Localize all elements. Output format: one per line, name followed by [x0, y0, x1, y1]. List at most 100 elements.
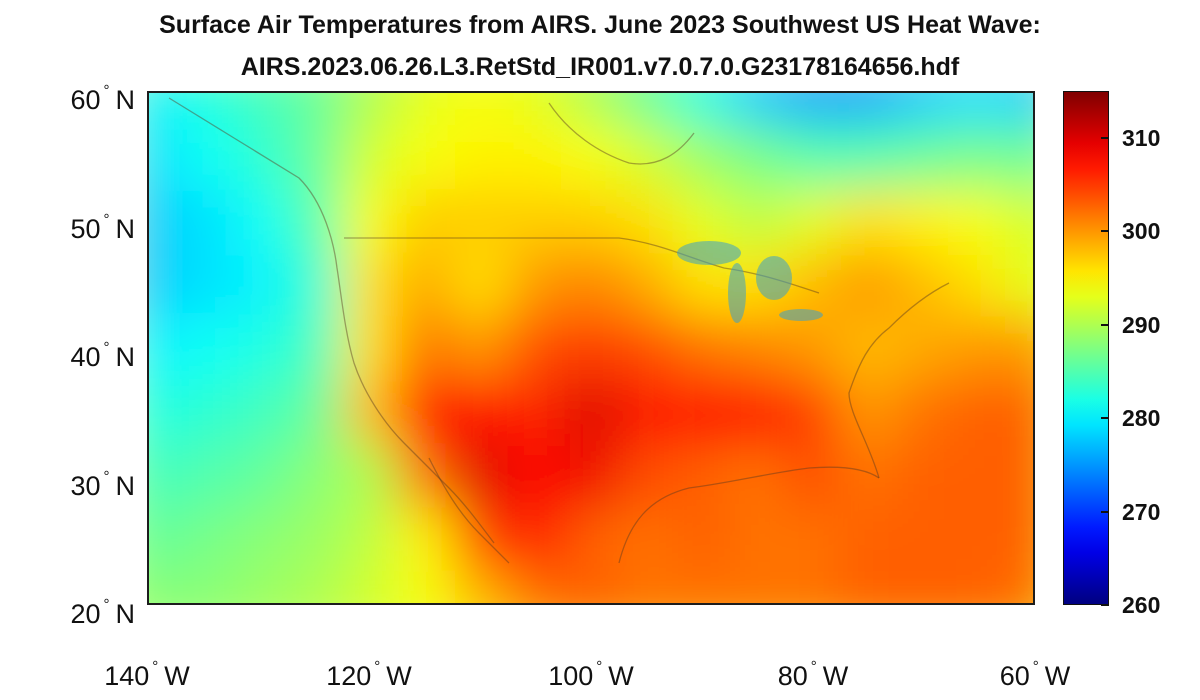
- heatmap-cell: [618, 252, 674, 317]
- colorbar-tick-mark: [1101, 510, 1109, 513]
- heatmap-cell: [1005, 443, 1033, 508]
- heatmap-cell: [508, 316, 564, 380]
- lake-michigan: [728, 263, 746, 323]
- heatmap-cell: [673, 571, 730, 603]
- map-plot-area: [147, 91, 1035, 605]
- heatmap-cell: [1005, 316, 1033, 380]
- heatmap-cell: [342, 93, 398, 125]
- heatmap-cell: [950, 443, 1006, 508]
- heatmap-cell: [287, 379, 343, 444]
- heatmap-cell: [452, 379, 509, 444]
- heatmap-cell: [231, 124, 288, 189]
- heatmap-cell: [452, 316, 509, 380]
- heatmap-cell: [1005, 571, 1033, 603]
- heatmap-cell: [894, 571, 951, 603]
- gulf-coast: [618, 466, 880, 564]
- heatmap-cell: [839, 124, 895, 189]
- y-tick-label: 40 ° N: [70, 339, 135, 372]
- heatmap-cell: [729, 93, 785, 125]
- heatmap-cell: [950, 507, 1006, 572]
- colorbar-tick-label: 300: [1122, 218, 1161, 245]
- heatmap-cell: [729, 379, 785, 444]
- heatmap-cell: [729, 443, 785, 508]
- heatmap-cell: [231, 188, 288, 253]
- east-coast: [848, 282, 950, 479]
- colorbar-tick-mark: [1101, 230, 1109, 233]
- heatmap-cell: [784, 252, 840, 317]
- heatmap-cell: [894, 443, 951, 508]
- heatmap-cell: [176, 124, 232, 189]
- heatmap-cell: [452, 443, 509, 508]
- heatmap-cell: [839, 443, 895, 508]
- heatmap-cell: [729, 316, 785, 380]
- x-tick-label: 120 ° W: [326, 658, 412, 691]
- heatmap-cell: [397, 188, 453, 253]
- colorbar-tick-mark: [1101, 417, 1109, 420]
- heatmap-cell: [563, 379, 619, 444]
- heatmap-cell: [508, 507, 564, 572]
- heatmap-cell: [894, 507, 951, 572]
- heatmap-cell: [231, 316, 288, 380]
- colorbar-tick-label: 290: [1122, 311, 1161, 338]
- west-coastline: [168, 97, 495, 544]
- heatmap-cell: [673, 443, 730, 508]
- heatmap-cell: [839, 252, 895, 317]
- lake-erie: [779, 309, 823, 321]
- heatmap-cell: [784, 571, 840, 603]
- heatmap-cell: [176, 252, 232, 317]
- heatmap-cell: [839, 571, 895, 603]
- heatmap-cell: [563, 571, 619, 603]
- heatmap-cell: [149, 252, 177, 317]
- heatmap-cell: [784, 507, 840, 572]
- heatmap-cell: [729, 571, 785, 603]
- heatmap-cell: [950, 124, 1006, 189]
- heatmap-cell: [894, 379, 951, 444]
- heatmap-cell: [508, 379, 564, 444]
- heatmap-cell: [231, 443, 288, 508]
- colorbar-tick-label: 270: [1122, 498, 1161, 525]
- heatmap-cell: [950, 316, 1006, 380]
- heatmap-cell: [894, 93, 951, 125]
- heatmap-cell: [784, 124, 840, 189]
- heatmap-cell: [452, 93, 509, 125]
- heatmap-cell: [618, 507, 674, 572]
- heatmap-cell: [1005, 188, 1033, 253]
- heatmap-cell: [673, 379, 730, 444]
- heatmap-cell: [618, 188, 674, 253]
- heatmap-cell: [839, 507, 895, 572]
- heatmap-cell: [508, 188, 564, 253]
- heatmap-cell: [342, 507, 398, 572]
- baja-peninsula: [428, 457, 510, 564]
- hudson-bay-shore: [548, 102, 695, 165]
- heatmap-cell: [1005, 507, 1033, 572]
- heatmap-cell: [1005, 252, 1033, 317]
- heatmap-cell: [563, 124, 619, 189]
- x-tick-label: 140 ° W: [104, 658, 190, 691]
- heatmap-cell: [950, 571, 1006, 603]
- heatmap-cell: [839, 316, 895, 380]
- heatmap-cell: [508, 571, 564, 603]
- heatmap-cell: [342, 571, 398, 603]
- lake-huron: [756, 256, 792, 300]
- heatmap-cell: [950, 93, 1006, 125]
- heatmap-cell: [894, 124, 951, 189]
- heatmap-cell: [397, 443, 453, 508]
- heatmap-cell: [176, 188, 232, 253]
- heatmap-cell: [1005, 379, 1033, 444]
- heatmap-cell: [894, 188, 951, 253]
- heatmap-cell: [397, 379, 453, 444]
- heatmap-cell: [950, 252, 1006, 317]
- heatmap-cell: [176, 571, 232, 603]
- heatmap-cell: [342, 188, 398, 253]
- heatmap-cell: [563, 252, 619, 317]
- heatmap-cell: [673, 316, 730, 380]
- heatmap-cell: [176, 443, 232, 508]
- y-tick-label: 30 ° N: [70, 467, 135, 501]
- lake-superior: [677, 241, 741, 265]
- heatmap-cell: [149, 443, 177, 508]
- heatmap-cell: [149, 188, 177, 253]
- heatmap-cell: [1005, 124, 1033, 189]
- heatmap-cell: [839, 93, 895, 125]
- heatmap-cell: [839, 188, 895, 253]
- heatmap-cell: [452, 188, 509, 253]
